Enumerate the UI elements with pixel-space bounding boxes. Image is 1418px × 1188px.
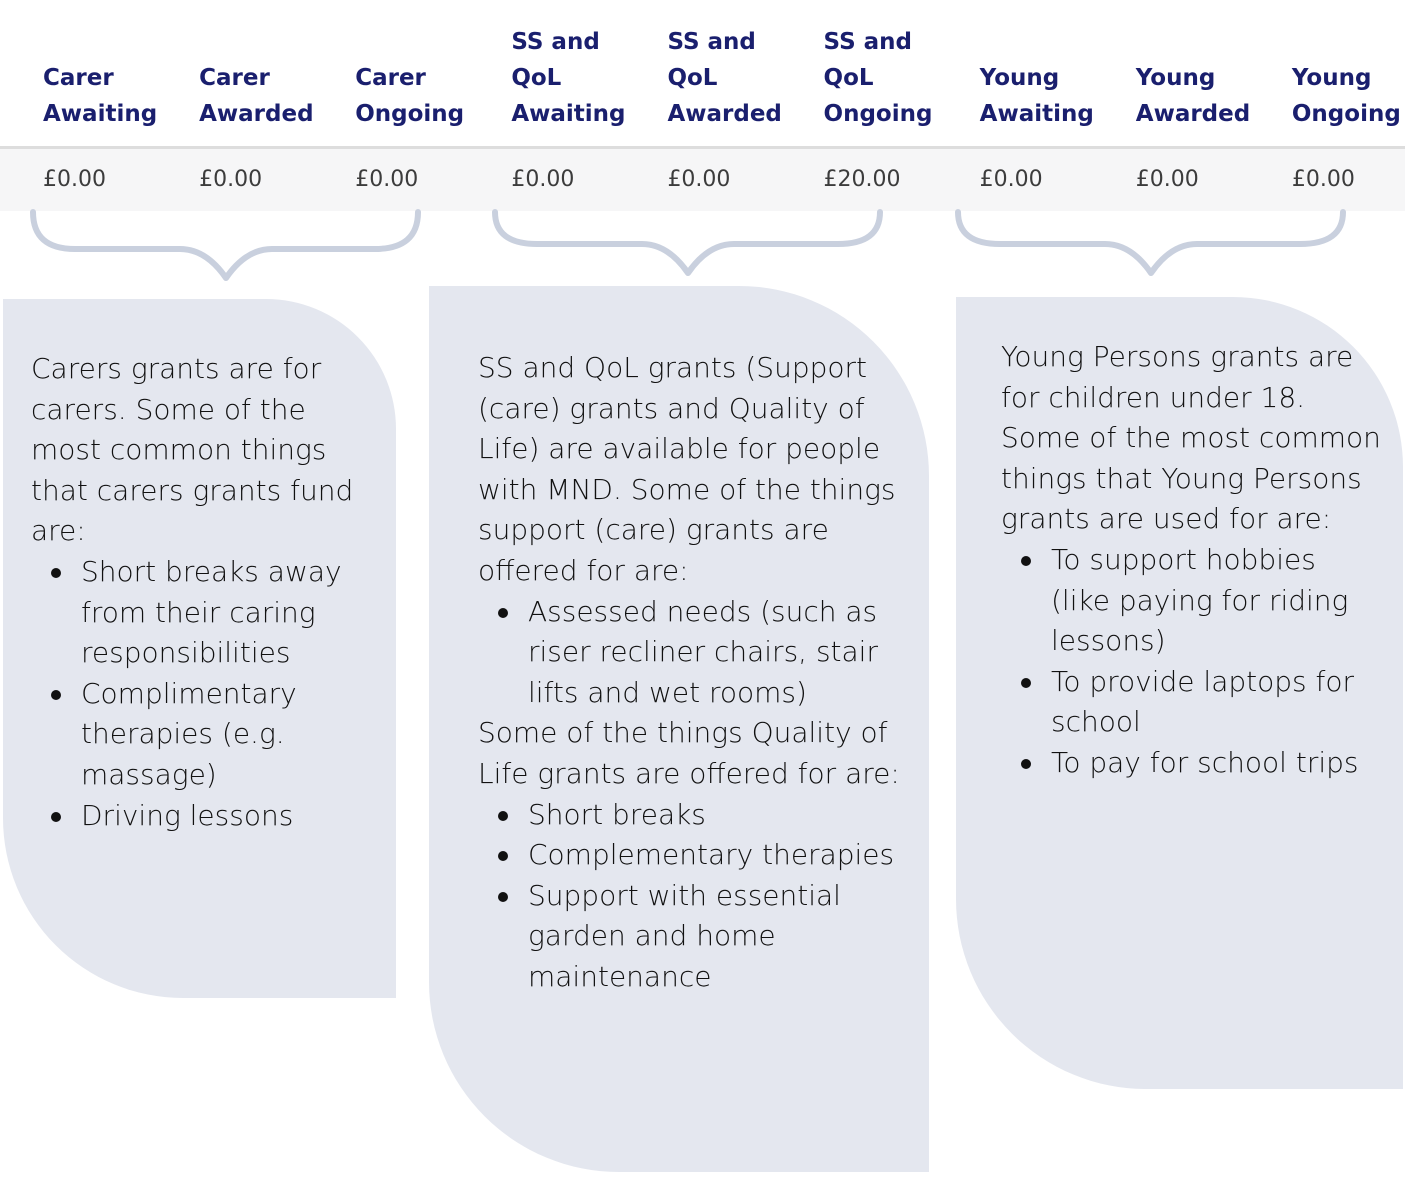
value-ssqol-awaiting: £0.00: [468, 147, 625, 211]
list-item: Complementary therapies: [498, 835, 909, 876]
carers-list: Short breaks away from their caring resp…: [31, 552, 376, 836]
value-carer-awaiting: £0.00: [0, 147, 157, 211]
list-item: Support with essential garden and home m…: [498, 876, 909, 998]
list-item: To pay for school trips: [1021, 743, 1383, 784]
value-young-awaiting: £0.00: [936, 147, 1093, 211]
value-young-ongoing: £0.00: [1248, 147, 1405, 211]
ssqol-grant-card: SS and QoL grants (Support (care) grants…: [429, 286, 929, 1172]
ssqol-intro: SS and QoL grants (Support (care) grants…: [478, 351, 896, 587]
header-ssqol-awarded: SS and QoL Awarded: [624, 0, 782, 149]
list-item: To provide laptops for school: [1021, 662, 1383, 743]
carers-grant-card: Carers grants are for carers. Some of th…: [3, 299, 396, 998]
young-group-brace: [955, 209, 1346, 276]
ssqol-quality-of-life-list: Short breaks Complementary therapies Sup…: [478, 795, 909, 998]
list-item: Assessed needs (such as riser recliner c…: [498, 592, 909, 714]
list-item: To support hobbies (like paying for ridi…: [1021, 540, 1383, 662]
value-ssqol-awarded: £0.00: [624, 147, 781, 211]
value-carer-ongoing: £0.00: [312, 147, 469, 211]
header-young-awaiting: Young Awaiting: [936, 0, 1094, 149]
ssqol-intro-quality-of-life: Some of the things Quality of Life grant…: [478, 716, 900, 790]
grants-summary-table: Carer Awaiting Carer Awarded Carer Ongoi…: [0, 0, 1405, 211]
carer-group-brace: [30, 209, 421, 281]
ssqol-support-list: Assessed needs (such as riser recliner c…: [478, 592, 909, 714]
group-braces: [30, 209, 1346, 281]
value-ssqol-ongoing: £20.00: [780, 147, 937, 211]
ssqol-group-brace: [492, 209, 883, 276]
table-header-row: Carer Awaiting Carer Awarded Carer Ongoi…: [0, 0, 1405, 149]
young-intro: Young Persons grants are for children un…: [1001, 340, 1381, 536]
carers-intro: Carers grants are for carers. Some of th…: [31, 352, 354, 548]
header-carer-awaiting: Carer Awaiting: [0, 0, 157, 149]
young-persons-grant-card: Young Persons grants are for children un…: [956, 297, 1403, 1089]
header-young-awarded: Young Awarded: [1092, 0, 1250, 149]
list-item: Short breaks: [498, 795, 909, 836]
list-item: Short breaks away from their caring resp…: [51, 552, 376, 674]
young-list: To support hobbies (like paying for ridi…: [1001, 540, 1383, 784]
header-ssqol-ongoing: SS and QoL Ongoing: [780, 0, 937, 149]
value-carer-awarded: £0.00: [156, 147, 313, 211]
table-row: £0.00 £0.00 £0.00 £0.00 £0.00 £20.00 £0.…: [0, 147, 1405, 211]
list-item: Complimentary therapies (e.g. massage): [51, 674, 376, 796]
header-young-ongoing: Young Ongoing: [1248, 0, 1405, 149]
value-young-awarded: £0.00: [1092, 147, 1249, 211]
header-ssqol-awaiting: SS and QoL Awaiting: [468, 0, 626, 149]
list-item: Driving lessons: [51, 796, 376, 837]
header-carer-ongoing: Carer Ongoing: [312, 0, 469, 149]
header-carer-awarded: Carer Awarded: [156, 0, 314, 149]
